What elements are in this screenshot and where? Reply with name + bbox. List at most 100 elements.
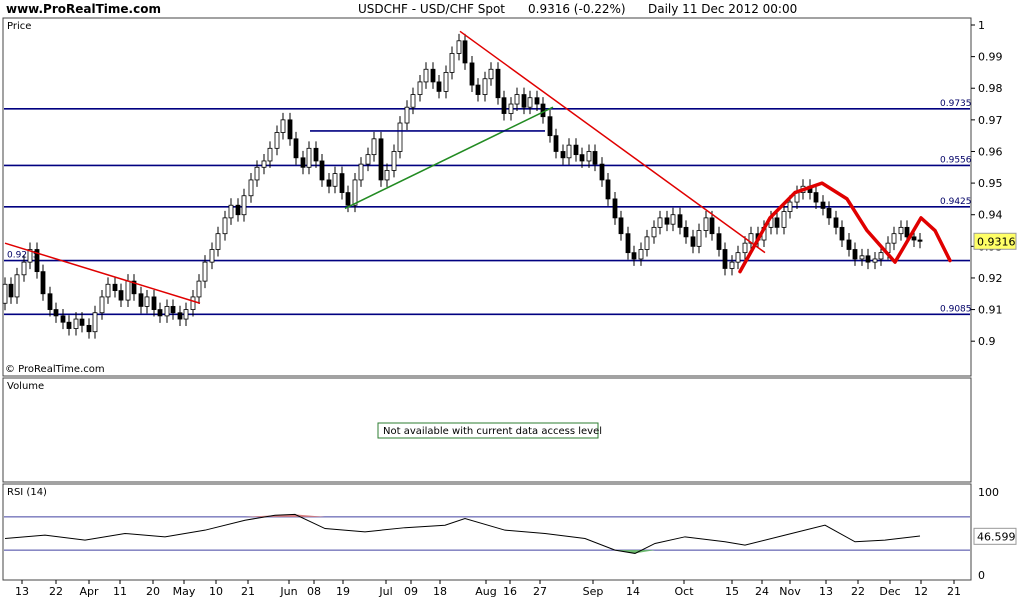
candle-body xyxy=(14,274,20,298)
current-price-tag xyxy=(973,232,1017,250)
candle-body xyxy=(345,192,351,206)
candle-body xyxy=(222,217,228,235)
price-tick-label: 0.99 xyxy=(978,51,1003,64)
time-tick-label: 13 xyxy=(15,585,29,598)
candle-body xyxy=(449,53,455,73)
candle-body xyxy=(66,321,72,329)
candle-body xyxy=(131,280,137,295)
time-tick-label: Dec xyxy=(879,585,900,598)
candle-body xyxy=(105,283,111,298)
candle-body xyxy=(891,233,897,244)
candle-body xyxy=(527,97,533,108)
candle-body xyxy=(339,173,345,193)
candle-body xyxy=(228,204,234,219)
rsi-current-value: 46.599 xyxy=(977,530,1016,543)
candle-body xyxy=(781,211,787,228)
candle-body xyxy=(196,280,202,298)
candle-body xyxy=(274,132,280,149)
price-tick-label: 0.98 xyxy=(978,82,1003,95)
price-label: Price xyxy=(7,21,31,32)
candle-body xyxy=(40,271,46,295)
candle-body xyxy=(852,249,858,260)
time-tick-label: Nov xyxy=(779,585,801,598)
candle-body xyxy=(319,160,325,181)
last-change: 0.9316 (-0.22%) xyxy=(528,2,626,16)
time-tick-label: Jun xyxy=(279,585,297,598)
candle-body xyxy=(911,236,917,241)
time-tick-label: 21 xyxy=(947,585,961,598)
candle-body xyxy=(690,236,696,247)
candle-body xyxy=(118,290,124,301)
price-tick-label: 0.92 xyxy=(978,272,1003,285)
candle-body xyxy=(391,151,397,171)
candle-body xyxy=(592,151,598,165)
candle-body xyxy=(34,249,40,273)
candle-body xyxy=(560,151,566,159)
candle-body xyxy=(378,138,384,181)
time-tick-label: May xyxy=(173,585,196,598)
candle-body xyxy=(859,255,865,260)
candle-body xyxy=(293,138,299,159)
time-tick-label: 12 xyxy=(914,585,928,598)
volume-notice: Not available with current data access l… xyxy=(383,426,602,437)
candle-body xyxy=(482,78,488,95)
candle-body xyxy=(573,144,579,156)
candle-body xyxy=(508,103,514,114)
candle-body xyxy=(27,249,33,263)
candle-body xyxy=(92,312,98,333)
candle-body xyxy=(469,62,475,86)
candle-body xyxy=(209,249,215,263)
price-tick-label: 1 xyxy=(978,19,985,32)
rsi-plot: 100 0 46.599 xyxy=(4,486,1017,582)
time-tick-label: 14 xyxy=(626,585,640,598)
candle-body xyxy=(475,84,481,95)
rsi-label: RSI (14) xyxy=(7,487,47,498)
candle-body xyxy=(254,166,260,181)
candle-body xyxy=(495,68,501,99)
candle-body xyxy=(612,198,618,219)
candle-body xyxy=(742,242,748,254)
candle-body xyxy=(112,283,118,291)
candle-body xyxy=(443,72,449,92)
price-tick-label: 0.91 xyxy=(978,304,1003,317)
site-name[interactable]: www.ProRealTime.com xyxy=(6,2,161,16)
candle-body xyxy=(404,106,410,124)
level-label: 0.9556 xyxy=(940,155,972,165)
candle-body xyxy=(683,226,689,238)
time-tick-label: Aug xyxy=(475,585,496,598)
candle-body xyxy=(313,147,319,162)
time-tick-label: 16 xyxy=(503,585,517,598)
candle-body xyxy=(651,226,657,238)
time-tick-label: 15 xyxy=(725,585,739,598)
rsi-tick-label: 100 xyxy=(978,486,999,499)
rsi-panel[interactable] xyxy=(2,483,972,581)
time-tick-label: 19 xyxy=(336,585,350,598)
price-panel[interactable] xyxy=(2,17,972,377)
candle-body xyxy=(865,255,871,263)
candle-body xyxy=(235,204,241,216)
rsi-line xyxy=(4,513,921,554)
candle-body xyxy=(820,201,826,209)
candle-body xyxy=(716,233,722,250)
candle-body xyxy=(904,226,910,238)
time-tick-label: Oct xyxy=(674,585,694,598)
candle-body xyxy=(898,226,904,235)
price-tick-label: 0.9 xyxy=(978,335,996,348)
candle-body xyxy=(248,179,254,197)
time-tick-label: 11 xyxy=(113,585,127,598)
price-tick-label: 0.96 xyxy=(978,145,1003,158)
candle-body xyxy=(79,318,85,326)
candle-body xyxy=(664,217,670,225)
candle-body xyxy=(872,258,878,263)
candle-body xyxy=(586,151,592,162)
trendline xyxy=(459,30,766,254)
volume-notice-box xyxy=(377,422,599,439)
candle-body xyxy=(99,296,105,314)
candle-body xyxy=(521,94,527,108)
time-tick-label: 13 xyxy=(819,585,833,598)
time-tick-label: Sep xyxy=(583,585,604,598)
candle-body xyxy=(605,179,611,200)
candle-body xyxy=(164,306,170,317)
candle-body xyxy=(73,318,79,329)
candle-body xyxy=(514,94,520,105)
